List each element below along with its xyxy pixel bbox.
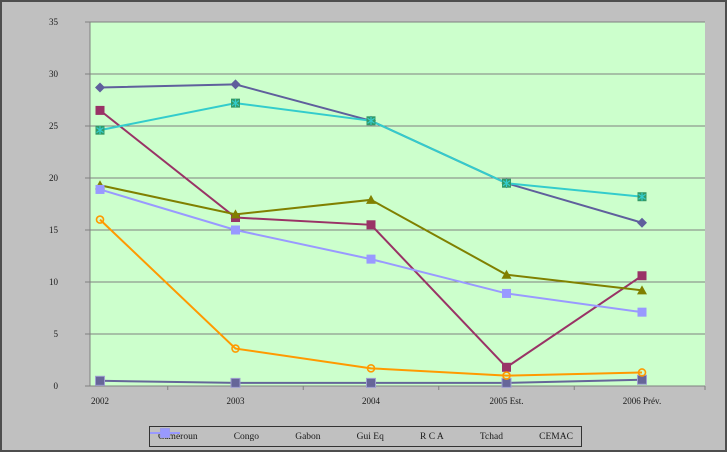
data-point: [95, 105, 105, 115]
data-point-star: [96, 127, 104, 134]
data-point: [366, 364, 376, 373]
data-point: [366, 254, 376, 264]
data-point: [366, 194, 376, 204]
y-tick-label: 0: [53, 380, 59, 391]
legend-item-r-c-a: R C A: [150, 428, 444, 442]
data-point-star: [638, 193, 646, 200]
x-axis-label: 2005 Est.: [489, 396, 524, 406]
legend-label: Cameroun: [158, 431, 198, 442]
data-point: [637, 307, 647, 317]
legend-item-gabon: Gabon: [150, 428, 321, 442]
x-axis-label: 2004: [362, 396, 380, 406]
legend-marker-square: [150, 428, 180, 438]
data-point: [366, 377, 376, 388]
data-point-star: [231, 100, 240, 107]
plot-area: [90, 22, 705, 386]
data-point: [160, 428, 170, 438]
legend-item-cemac: CEMAC: [150, 428, 573, 442]
data-point-star: [502, 180, 511, 187]
data-point: [95, 375, 105, 386]
legend-label: Gabon: [295, 431, 321, 442]
data-point-star: [367, 117, 375, 124]
y-tick-label: 35: [49, 16, 58, 27]
legend-item-tchad: Tchad: [150, 428, 503, 442]
x-axis-label: 2006 Prév.: [622, 396, 662, 406]
y-tick-label: 25: [49, 120, 58, 131]
data-point: [502, 362, 511, 372]
data-point: [230, 79, 241, 90]
x-axis-label: 2002: [91, 396, 109, 406]
legend-item-congo: Congo: [150, 428, 260, 442]
legend-label: Tchad: [479, 431, 503, 442]
legend-label: R C A: [420, 431, 444, 442]
legend-label: Gui Eq: [356, 431, 384, 442]
data-point: [501, 269, 512, 279]
data-point: [231, 225, 240, 235]
y-tick-label: 15: [49, 224, 58, 235]
data-point: [637, 368, 647, 377]
legend-item-gui-eq: Gui Eq: [150, 428, 384, 442]
series-line-tchad: [99, 218, 643, 377]
legend-label: Congo: [233, 431, 260, 442]
data-point: [637, 271, 647, 281]
data-point: [230, 377, 241, 388]
data-point: [502, 288, 511, 298]
legend: Cameroun Congo Gabon Gui Eq R C A Tchad CEMAC: [149, 426, 582, 447]
data-point: [502, 371, 511, 380]
data-point: [95, 184, 105, 194]
legend-label: CEMAC: [539, 431, 573, 442]
y-tick-label: 10: [49, 276, 58, 287]
data-point: [95, 215, 105, 224]
data-point: [637, 217, 647, 228]
data-point: [95, 82, 105, 93]
x-axis-label: 2003: [226, 396, 245, 406]
data-point: [637, 285, 647, 295]
y-tick-label: 20: [49, 172, 58, 183]
y-tick-label: 30: [49, 68, 58, 79]
data-point: [230, 209, 241, 219]
y-tick-label: 5: [53, 328, 59, 339]
data-point: [231, 344, 240, 353]
data-point: [366, 220, 376, 230]
